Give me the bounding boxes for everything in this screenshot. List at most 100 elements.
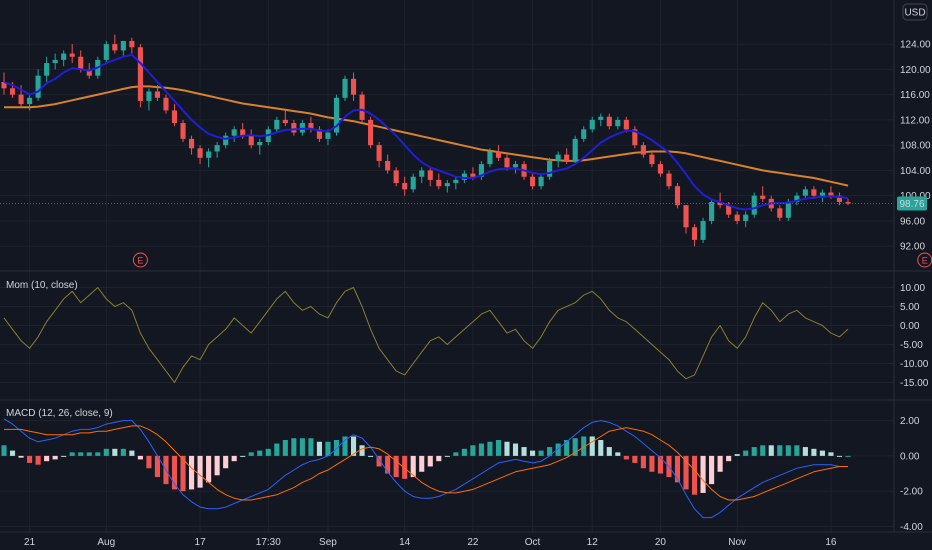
macd-histogram-bar <box>512 443 519 456</box>
currency-button[interactable]: USD <box>902 3 928 21</box>
candle-body <box>572 138 578 161</box>
macd-histogram-bar <box>154 455 161 478</box>
candle <box>350 72 357 101</box>
macd-histogram-bar <box>802 447 808 456</box>
candle-body <box>504 157 510 168</box>
signal-line <box>4 425 848 501</box>
macd-histogram-bar <box>274 443 280 456</box>
candle-body <box>291 123 297 133</box>
macd-histogram-bar <box>86 452 92 456</box>
macd-histogram-bar <box>436 455 442 462</box>
candle-body <box>453 179 459 184</box>
candle <box>461 170 467 184</box>
macd-histogram-bar <box>504 441 510 456</box>
candle <box>274 116 280 133</box>
candle-body <box>78 56 84 70</box>
macd-pane[interactable]: MACD (12, 26, close, 9) <box>0 408 894 527</box>
candle-body <box>61 53 67 60</box>
macd-histogram-bar <box>495 440 502 456</box>
candle <box>359 91 365 124</box>
macd-histogram-bar <box>547 447 553 456</box>
candle <box>410 173 416 193</box>
candle-body <box>248 135 254 146</box>
macd-histogram-bar <box>760 445 766 456</box>
candle <box>112 34 118 54</box>
momentum-tick-label: -10.00 <box>900 359 929 370</box>
macd-histogram-bar <box>308 438 314 456</box>
macd-histogram-bar <box>615 452 621 456</box>
candle-body <box>146 91 152 101</box>
candle-body <box>581 129 587 139</box>
macd-histogram-bar <box>521 447 527 456</box>
macd-histogram-bar <box>9 450 16 456</box>
time-tick-label: 16 <box>825 537 837 548</box>
macd-histogram-bar <box>120 448 126 456</box>
macd-histogram-bar <box>137 455 143 460</box>
time-tick-label: Aug <box>97 537 115 548</box>
candle-body <box>359 94 365 120</box>
candle-body <box>308 123 314 130</box>
time-tick-label: 22 <box>467 537 479 548</box>
macd-axis[interactable]: 2.00 0.00 -2.00 -4.00 <box>900 416 923 533</box>
macd-histogram-bar <box>794 445 800 456</box>
macd-histogram-bar <box>52 455 58 460</box>
candle <box>163 94 169 114</box>
candle <box>1 72 7 95</box>
price-tick-label: 116.00 <box>900 90 930 101</box>
macd-histogram-bar <box>214 455 220 476</box>
candle <box>61 50 67 67</box>
candle-body <box>197 148 203 158</box>
candle <box>206 148 212 168</box>
candle-body <box>470 173 476 177</box>
candle <box>547 157 553 180</box>
macd-lines <box>3 418 848 519</box>
macd-histogram-bar <box>470 445 476 456</box>
candle <box>376 142 382 168</box>
candle-body <box>402 183 408 190</box>
ma-fast-layer <box>3 53 849 211</box>
candle <box>257 138 263 155</box>
candle-body <box>103 44 109 60</box>
momentum-pane[interactable]: Mom (10, close) <box>0 280 894 383</box>
pane-separators[interactable] <box>0 0 932 533</box>
macd-pane-title: MACD (12, 26, close, 9) <box>6 408 113 419</box>
momentum-line-layer <box>3 287 849 383</box>
price-tick-label: 112.00 <box>900 115 930 126</box>
candle-body <box>44 63 50 76</box>
time-axis[interactable]: 21 Aug 17 17:30 Sep 14 22 Oct 12 20 Nov 16 <box>24 537 837 548</box>
macd-histogram <box>1 436 851 495</box>
earnings-marker[interactable]: E <box>132 252 148 268</box>
macd-tick-label: -4.00 <box>900 522 923 533</box>
candle <box>512 160 519 174</box>
macd-histogram-bar <box>845 455 851 457</box>
momentum-grid <box>0 287 894 383</box>
candle <box>666 170 672 190</box>
macd-histogram-bar <box>640 455 646 469</box>
macd-histogram-bar <box>743 450 749 456</box>
macd-histogram-bar <box>478 443 484 456</box>
macd-histogram-bar <box>530 450 536 456</box>
candle-body <box>615 119 621 127</box>
candle <box>180 119 186 142</box>
momentum-axis[interactable]: 10.00 5.00 0.00 -5.00 -10.00 -15.00 <box>900 283 929 389</box>
candle <box>103 40 109 64</box>
macd-histogram-bar <box>444 455 450 457</box>
candle-body <box>206 151 212 158</box>
candle-body <box>547 160 553 177</box>
candle <box>291 119 297 136</box>
candle-body <box>333 97 340 133</box>
candle-body <box>35 75 41 98</box>
ma-slow-layer <box>4 85 849 187</box>
candle-body <box>623 119 629 130</box>
candle <box>683 205 689 234</box>
candle-body <box>811 189 817 196</box>
candle <box>598 113 604 127</box>
candle <box>734 211 740 225</box>
macd-histogram-bar <box>44 455 50 462</box>
macd-histogram-bar <box>35 455 41 465</box>
candle <box>819 189 825 202</box>
candle <box>69 44 75 64</box>
macd-histogram-bar <box>581 436 587 456</box>
